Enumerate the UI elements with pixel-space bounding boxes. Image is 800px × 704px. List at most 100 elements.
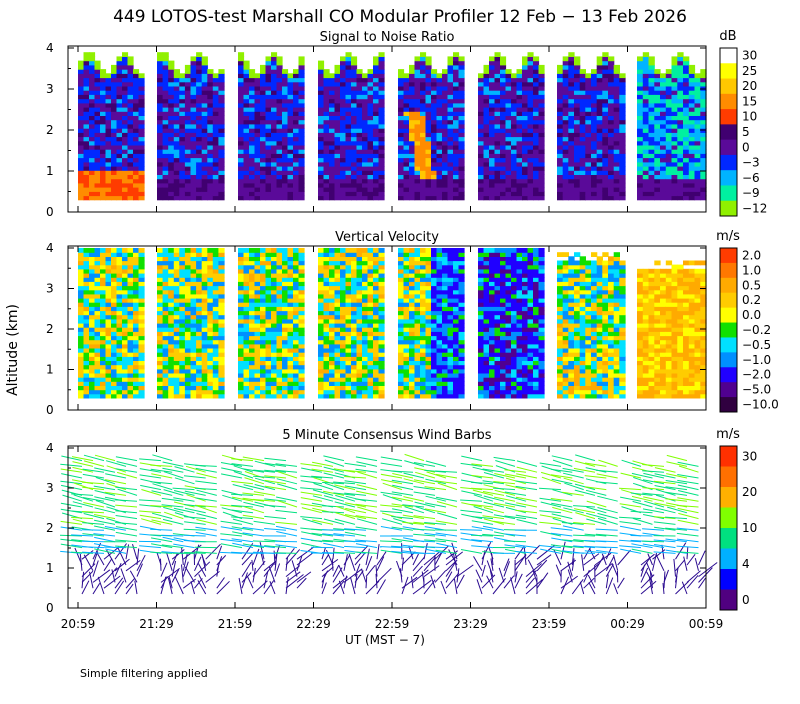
heatmap-cell [185, 373, 191, 378]
heatmap-cell [489, 61, 495, 66]
heatmap-cell [660, 174, 666, 179]
heatmap-cell [299, 331, 305, 336]
heatmap-cell [689, 145, 695, 150]
heatmap-cell [404, 340, 410, 345]
heatmap-cell [677, 82, 683, 87]
heatmap-cell [238, 141, 244, 146]
heatmap-cell [533, 73, 539, 78]
heatmap-cell [608, 99, 614, 104]
heatmap-cell [495, 107, 501, 112]
heatmap-cell [106, 166, 112, 171]
heatmap-cell [238, 158, 244, 163]
heatmap-cell [78, 281, 84, 286]
heatmap-cell [218, 327, 224, 332]
heatmap-cell [277, 327, 283, 332]
heatmap-cell [117, 294, 123, 299]
heatmap-cell [207, 69, 213, 74]
heatmap-cell [448, 179, 454, 184]
heatmap-cell [574, 158, 580, 163]
heatmap-cell [597, 128, 603, 133]
heatmap-cell [128, 170, 134, 175]
heatmap-cell [266, 174, 272, 179]
heatmap-cell [431, 73, 437, 78]
heatmap-cell [185, 191, 191, 196]
heatmap-cell [202, 360, 208, 365]
heatmap-cell [346, 286, 352, 291]
heatmap-cell [614, 107, 620, 112]
heatmap-cell [196, 290, 202, 295]
heatmap-cell [643, 174, 649, 179]
heatmap-cell [329, 352, 335, 357]
heatmap-cell [163, 381, 169, 386]
heatmap-cell [122, 281, 128, 286]
heatmap-cell [517, 149, 523, 154]
heatmap-cell [426, 174, 432, 179]
heatmap-cell [329, 174, 335, 179]
heatmap-cell [666, 107, 672, 112]
heatmap-cell [511, 78, 517, 83]
heatmap-cell [346, 377, 352, 382]
heatmap-cell [608, 94, 614, 99]
heatmap-cell [597, 141, 603, 146]
heatmap-cell [404, 94, 410, 99]
heatmap-cell [351, 128, 357, 133]
heatmap-cell [185, 335, 191, 340]
heatmap-cell [277, 261, 283, 266]
heatmap-cell [335, 327, 341, 332]
heatmap-cell [249, 273, 255, 278]
heatmap-cell [277, 124, 283, 129]
heatmap-cell [163, 103, 169, 108]
heatmap-cell [689, 107, 695, 112]
heatmap-cell [293, 174, 299, 179]
heatmap-cell [133, 191, 139, 196]
heatmap-cell [324, 183, 330, 188]
heatmap-cell [106, 170, 112, 175]
heatmap-cell [357, 360, 363, 365]
heatmap-cell [202, 149, 208, 154]
heatmap-cell [357, 99, 363, 104]
heatmap-cell [324, 298, 330, 303]
heatmap-cell [340, 294, 346, 299]
heatmap-cell [351, 315, 357, 320]
heatmap-cell [608, 86, 614, 91]
heatmap-cell [346, 390, 352, 395]
heatmap-cell [398, 323, 404, 328]
heatmap-cell [506, 73, 512, 78]
heatmap-cell [459, 86, 465, 91]
heatmap-cell [426, 90, 432, 95]
heatmap-cell [260, 381, 266, 386]
heatmap-cell [368, 261, 374, 266]
heatmap-cell [255, 166, 261, 171]
heatmap-cell [271, 99, 277, 104]
heatmap-cell [580, 149, 586, 154]
heatmap-cell [368, 390, 374, 395]
heatmap-cell [591, 183, 597, 188]
heatmap-cell [207, 302, 213, 307]
heatmap-cell [637, 82, 643, 87]
heatmap-cell [637, 124, 643, 129]
heatmap-cell [357, 107, 363, 112]
heatmap-cell [517, 132, 523, 137]
heatmap-cell [335, 183, 341, 188]
heatmap-cell [299, 111, 305, 116]
heatmap-cell [453, 158, 459, 163]
heatmap-cell [260, 191, 266, 196]
heatmap-cell [244, 166, 250, 171]
heatmap-cell [78, 373, 84, 378]
heatmap-cell [244, 256, 250, 261]
heatmap-cell [574, 99, 580, 104]
heatmap-cell [174, 115, 180, 120]
heatmap-cell [185, 369, 191, 374]
heatmap-cell [539, 99, 545, 104]
heatmap-cell [133, 331, 139, 336]
heatmap-cell [202, 166, 208, 171]
heatmap-cell [346, 310, 352, 315]
heatmap-cell [133, 394, 139, 399]
heatmap-cell [299, 365, 305, 370]
heatmap-cell [163, 269, 169, 274]
heatmap-cell [324, 327, 330, 332]
heatmap-cell [495, 120, 501, 125]
heatmap-cell [218, 103, 224, 108]
heatmap-cell [163, 360, 169, 365]
heatmap-cell [288, 335, 294, 340]
